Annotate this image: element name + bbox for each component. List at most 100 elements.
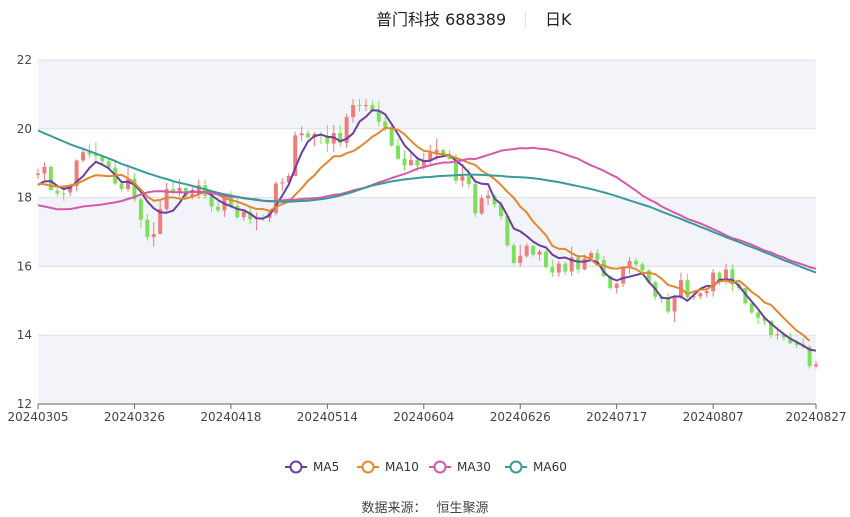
candle-body (338, 132, 343, 143)
candle-body (730, 269, 735, 285)
candle-body (36, 173, 40, 175)
grid-band (38, 60, 816, 129)
candle-body (724, 269, 728, 281)
candle-body (794, 343, 799, 345)
candle-body (756, 312, 761, 318)
candle-body (537, 251, 542, 255)
legend-label: MA60 (533, 460, 567, 474)
candle-body (543, 251, 548, 268)
candle-body (203, 185, 208, 196)
candle-body (441, 149, 446, 156)
ma-line-ma5 (37, 109, 817, 352)
candle-body (190, 193, 195, 197)
candle-body (177, 187, 182, 193)
candle-body (807, 346, 812, 367)
candle-body (434, 149, 439, 153)
candle-body (479, 198, 484, 214)
grid-band (38, 335, 816, 404)
candle-body (93, 154, 98, 156)
candle-body (126, 179, 130, 189)
candle-body (511, 245, 516, 263)
y-tick-label: 12 (17, 397, 32, 411)
candle-body (415, 160, 420, 166)
candle-body (691, 296, 696, 298)
data-source-value: 恒生聚源 (436, 501, 489, 516)
candle-body (273, 183, 278, 214)
candle-body (286, 175, 291, 183)
candle-body (100, 155, 105, 162)
candle-body (235, 205, 240, 218)
chart-period: 日K (545, 10, 572, 29)
candle-body (576, 257, 581, 270)
y-tick-label: 18 (17, 191, 32, 205)
ma-line-ma10 (37, 126, 811, 342)
x-tick-label: 20240827 (785, 410, 846, 424)
candle-body (228, 197, 233, 206)
legend-marker (361, 460, 375, 474)
title-separator (525, 11, 526, 27)
data-source-label: 数据来源： (361, 501, 427, 516)
candle-body (68, 185, 73, 193)
candle-body (402, 158, 407, 166)
candle-body (569, 257, 574, 272)
candle-body (743, 288, 748, 304)
y-tick-label: 16 (17, 259, 32, 273)
y-tick-label: 20 (17, 122, 32, 136)
candle-body (293, 135, 298, 176)
candle-body (370, 105, 375, 111)
candle-body (518, 255, 523, 263)
candle-body (389, 127, 394, 146)
candle-body (325, 136, 330, 144)
candle-body (61, 193, 66, 195)
candle-body (81, 152, 85, 161)
candle-body (196, 185, 201, 194)
candle-body (158, 208, 163, 235)
candle-body (145, 219, 150, 238)
candle-body (164, 189, 169, 209)
candle-body (216, 206, 221, 211)
ma-line-ma30 (37, 146, 817, 270)
candle-body (421, 160, 426, 166)
grid-band (38, 197, 816, 267)
x-axis: 20240305 20240326 20240418 20240514 20240604… (7, 403, 847, 424)
candle-body (762, 317, 767, 321)
candle-body (376, 110, 381, 122)
candle-body (453, 159, 458, 181)
candle-body (119, 183, 124, 189)
candle-body (351, 105, 356, 118)
y-axis: 12 14 16 18 20 22 (17, 53, 32, 411)
candle-body (711, 272, 716, 292)
candle-body (447, 155, 452, 160)
x-tick-label: 20240305 (7, 410, 68, 424)
legend-marker (433, 460, 447, 474)
candle-body (627, 260, 632, 269)
candle-body (344, 117, 349, 143)
candle-body (814, 364, 818, 367)
y-tick-label: 14 (17, 328, 32, 342)
candle-body (306, 133, 311, 138)
legend-marker (509, 460, 523, 474)
candle-body (473, 184, 478, 214)
x-tick-label: 20240418 (200, 410, 261, 424)
chart-title: 普门科技 688389 日K (0, 6, 850, 30)
candle-body (48, 166, 53, 191)
candle-body (531, 245, 536, 255)
candle-body (383, 121, 388, 128)
candle-body (601, 259, 606, 277)
candle-body (55, 190, 60, 194)
candle-body (550, 267, 555, 273)
candle-body (582, 258, 587, 270)
candle-body (788, 337, 793, 344)
candle-body (396, 145, 401, 159)
candle-body (408, 160, 413, 166)
x-tick-label: 20240326 (104, 410, 165, 424)
candlesticks (36, 98, 818, 369)
candle-body (698, 293, 703, 297)
legend-label: MA30 (457, 460, 491, 474)
background-bands (38, 60, 816, 404)
candle-body (505, 216, 510, 246)
candle-body (769, 320, 773, 335)
candle-body (357, 105, 362, 107)
candle-body (775, 334, 780, 336)
